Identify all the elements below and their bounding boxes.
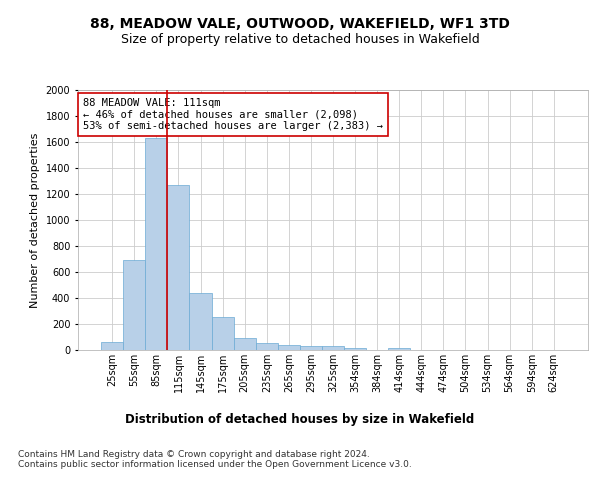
Bar — [101, 342, 123, 350]
Bar — [123, 260, 145, 350]
Bar — [278, 345, 300, 350]
Bar — [145, 138, 167, 350]
Bar — [300, 346, 322, 350]
Text: Size of property relative to detached houses in Wakefield: Size of property relative to detached ho… — [121, 32, 479, 46]
Bar — [344, 348, 366, 350]
Bar — [256, 343, 278, 350]
Text: Distribution of detached houses by size in Wakefield: Distribution of detached houses by size … — [125, 412, 475, 426]
Text: Contains HM Land Registry data © Crown copyright and database right 2024.
Contai: Contains HM Land Registry data © Crown c… — [18, 450, 412, 469]
Bar — [388, 348, 410, 350]
Bar — [212, 317, 233, 350]
Y-axis label: Number of detached properties: Number of detached properties — [30, 132, 40, 308]
Text: 88, MEADOW VALE, OUTWOOD, WAKEFIELD, WF1 3TD: 88, MEADOW VALE, OUTWOOD, WAKEFIELD, WF1… — [90, 18, 510, 32]
Bar — [167, 185, 190, 350]
Text: 88 MEADOW VALE: 111sqm
← 46% of detached houses are smaller (2,098)
53% of semi-: 88 MEADOW VALE: 111sqm ← 46% of detached… — [83, 98, 383, 131]
Bar — [190, 294, 212, 350]
Bar — [233, 338, 256, 350]
Bar — [322, 346, 344, 350]
